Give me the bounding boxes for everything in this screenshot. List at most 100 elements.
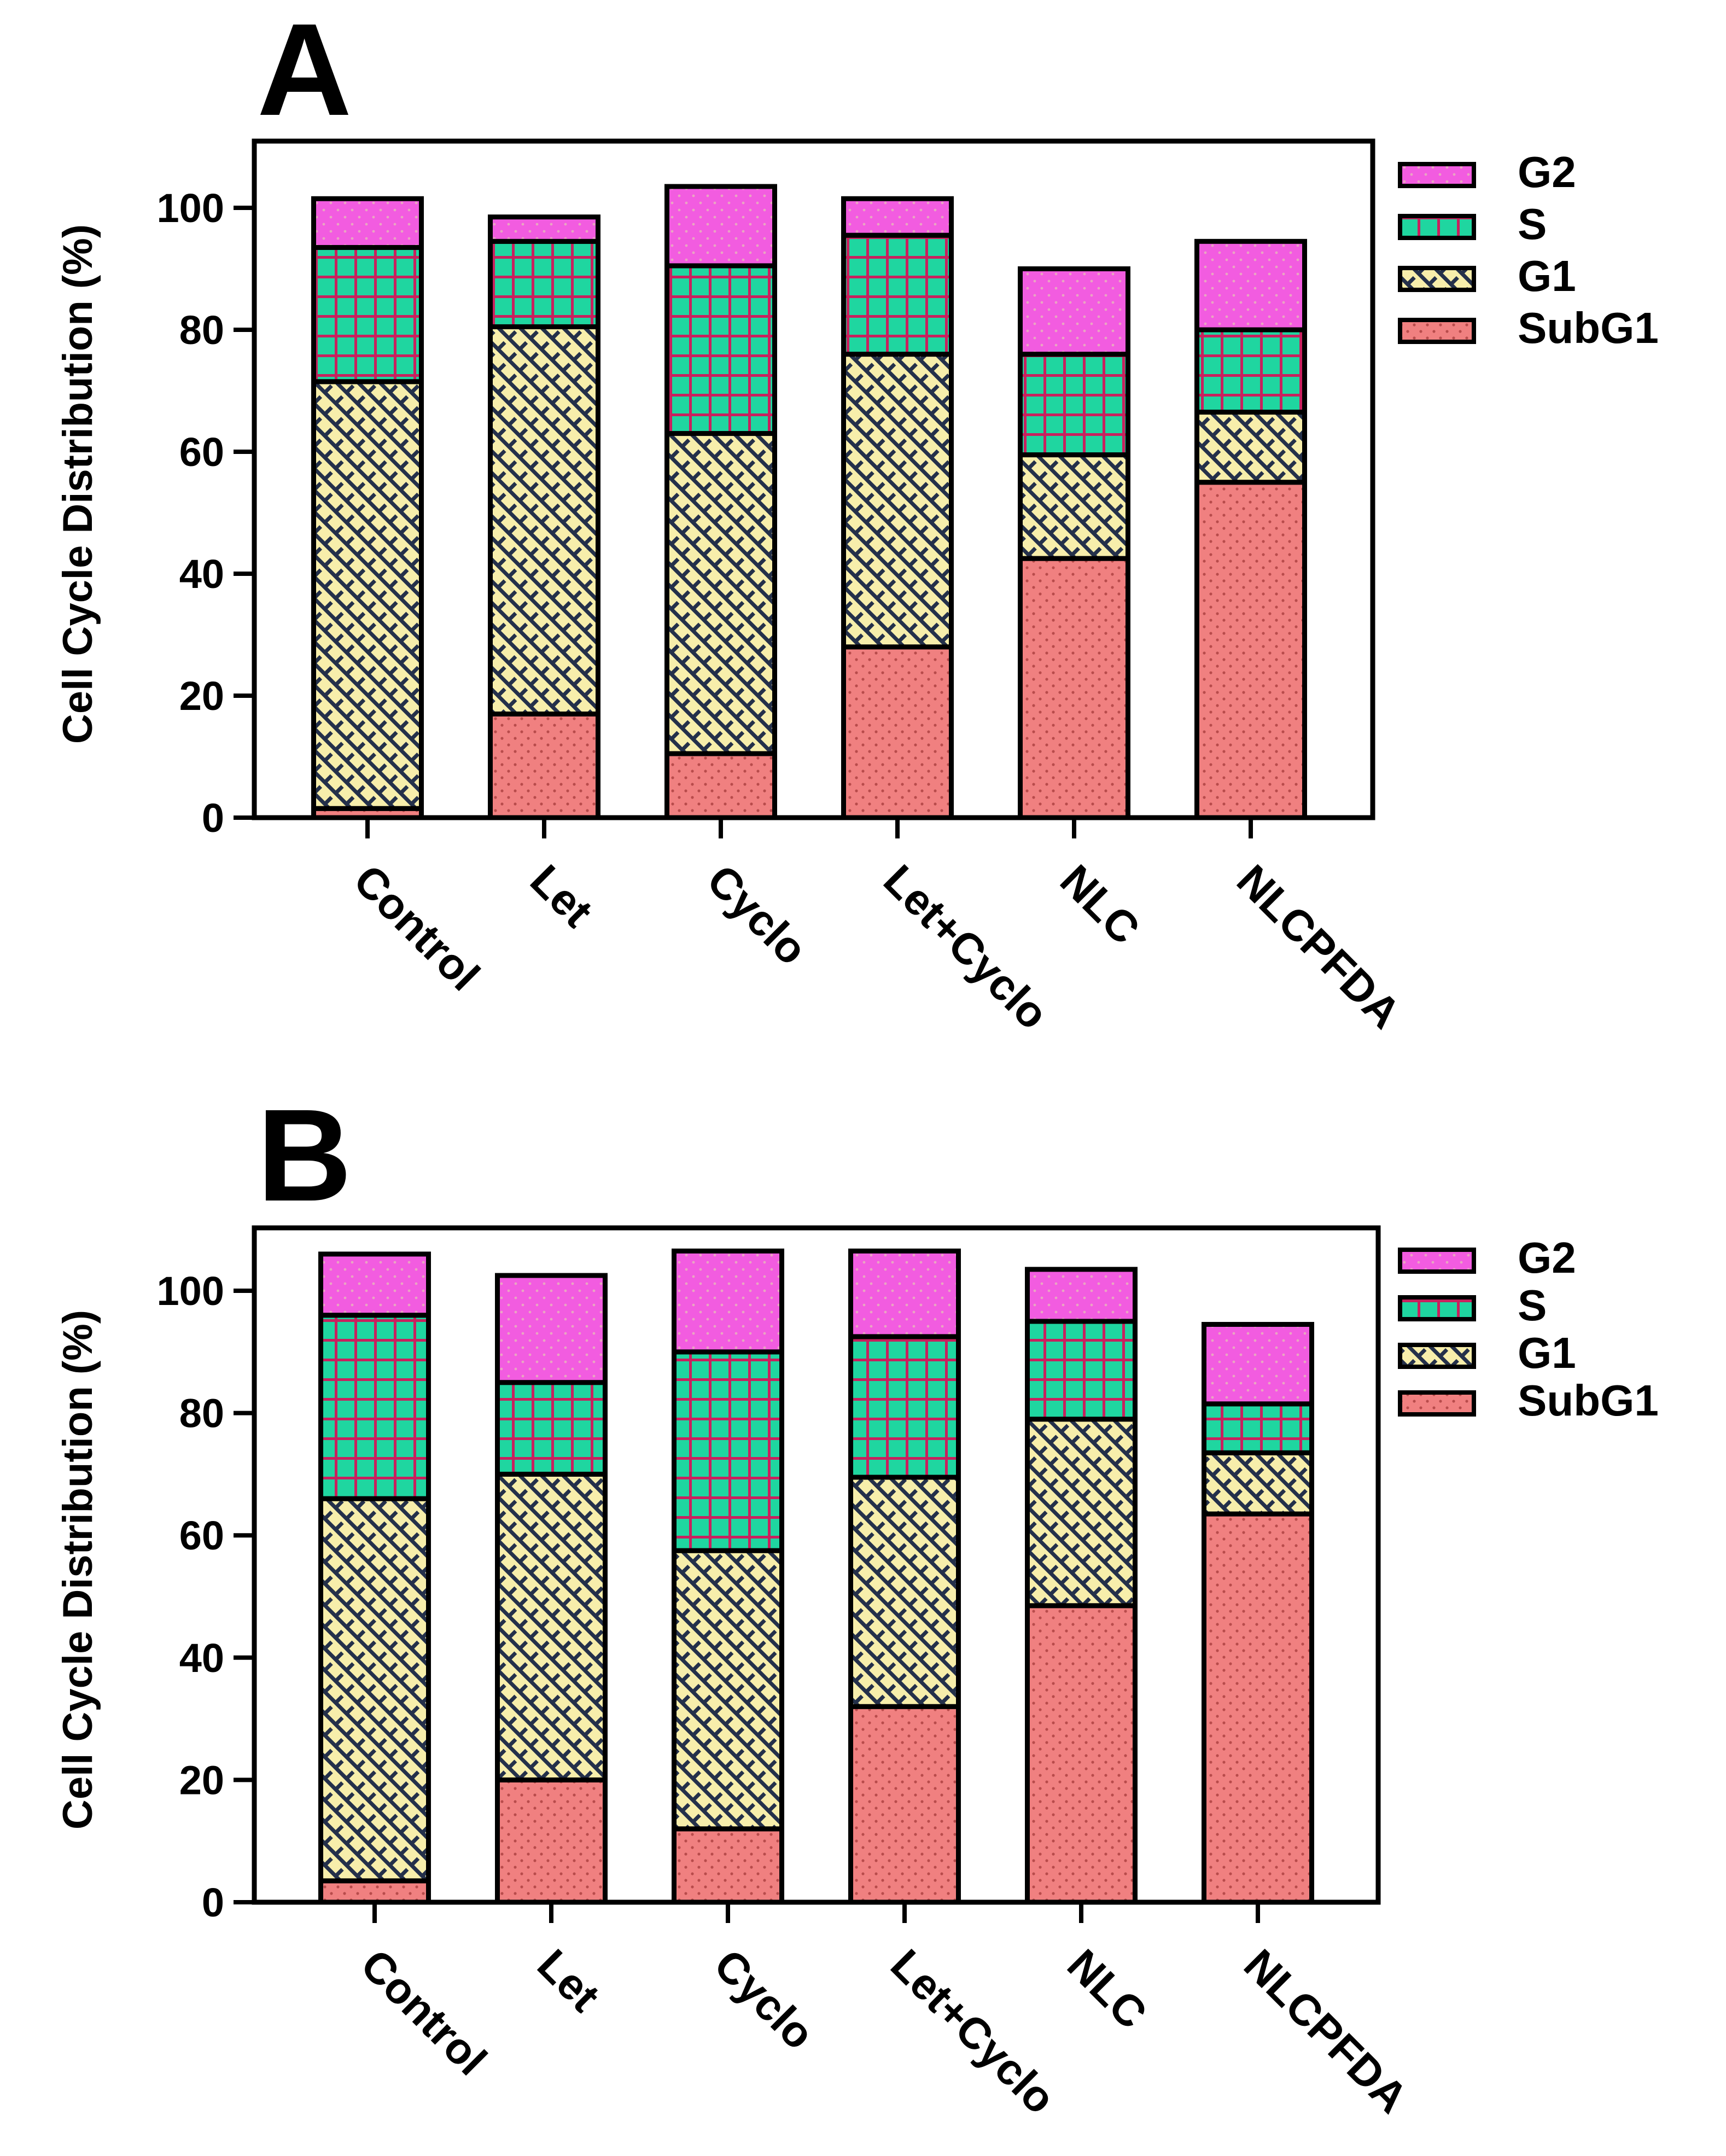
panel-b-bar-s [1202, 1401, 1314, 1455]
panel-a-bar-g2 [1194, 238, 1307, 333]
panel-a-bar-s [664, 263, 777, 436]
panel-b-y-axis-title: Cell Cycle Distribution (%) [55, 1310, 101, 1829]
panel-b-bar-g2 [1202, 1321, 1314, 1407]
panel-a-y-tick-label: 80 [179, 307, 224, 353]
panel-a-legend-swatch-subg1 [1398, 318, 1476, 344]
panel-b-bar-g1 [495, 1471, 608, 1782]
panel-b-y-tick-label: 0 [202, 1880, 224, 1925]
panel-a-plot-frame [252, 138, 1375, 820]
panel-b-category-label: NLCPFDA [1235, 1940, 1417, 2122]
panel-b-bar-subg1 [848, 1704, 961, 1905]
panel-b-legend-swatch-s [1398, 1295, 1476, 1321]
panel-a-bar-subg1 [488, 711, 600, 820]
panel-a-category-label: NLC [1051, 855, 1149, 953]
panel-a-bar-s [1018, 352, 1130, 458]
panel-a-legend-label-g2: G2 [1518, 148, 1576, 196]
panel-b: B Cell Cycle Distribution (%) 0 20 40 60 80 1… [55, 1082, 1659, 2123]
panel-a-y-tick-label: 20 [179, 673, 224, 719]
panel-a-bar-s [311, 244, 424, 384]
panel-b-plot-frame [252, 1225, 1381, 1905]
panel-b-legend-swatch-g1 [1398, 1343, 1476, 1369]
panel-a-legend-label-g1: G1 [1518, 252, 1576, 300]
panel-b-bar-g2 [672, 1248, 784, 1355]
panel-a-bar-g1 [488, 324, 600, 716]
panel-a-bar-subg1 [841, 644, 954, 820]
panel-a-legend-swatch-g1 [1398, 266, 1476, 292]
panel-b-bar-g2 [318, 1251, 431, 1318]
panel-b-bar-g1 [318, 1496, 431, 1884]
panel-a-bar-g2 [664, 184, 777, 269]
panel-a-bar-s [488, 238, 600, 329]
panel-b-bar-g1 [848, 1475, 961, 1709]
panel-b-legend-swatch-g2 [1398, 1248, 1476, 1274]
panel-a-y-tick-label: 40 [179, 551, 224, 597]
panel-b-legend-label-g2: G2 [1518, 1233, 1576, 1282]
panel-b-bar-g2 [495, 1273, 608, 1385]
panel-b-y-tick-label: 60 [179, 1513, 224, 1558]
panel-a-y-tick-label: 0 [202, 795, 224, 841]
panel-a-bar-subg1 [1194, 480, 1307, 820]
panel-b-y-tick-label: 40 [179, 1635, 224, 1681]
panel-a: A Cell Cycle Distribution (%) 0 20 40 60 80 1… [55, 0, 1659, 1039]
panel-a-legend-label-s: S [1518, 200, 1547, 248]
panel-a-y-tick-label: 100 [157, 185, 224, 231]
panel-b-bar-s [672, 1349, 784, 1553]
panel-a-bar-s [1194, 327, 1307, 415]
panel-b-y-tick-label: 20 [179, 1757, 224, 1803]
panel-a-legend-swatch-s [1398, 214, 1476, 240]
panel-a-bar-g2 [841, 196, 954, 238]
panel-b-letter: B [257, 1082, 352, 1228]
panel-b-legend-swatch-subg1 [1398, 1390, 1476, 1417]
panel-b-bar-subg1 [318, 1878, 431, 1905]
panel-b-bar-s [1025, 1319, 1138, 1422]
panel-a-legend-label-subg1: SubG1 [1518, 304, 1659, 352]
panel-a-bar-g1 [664, 431, 777, 756]
panel-a-y-axis-title: Cell Cycle Distribution (%) [55, 224, 101, 744]
panel-b-legend-label-subg1: SubG1 [1518, 1376, 1659, 1425]
panel-b-bar-subg1 [495, 1777, 608, 1905]
panel-a-bar-g2 [1018, 266, 1130, 357]
panel-a-bar-subg1 [1018, 556, 1130, 820]
panel-b-y-tick-label: 80 [179, 1391, 224, 1436]
panel-b-bar-s [848, 1334, 961, 1480]
panel-a-bar-g1 [1194, 410, 1307, 485]
panel-b-category-label: Let+Cyclo [882, 1940, 1065, 2123]
panel-b-bar-g2 [1025, 1267, 1138, 1324]
panel-b-y-tick-label: 100 [157, 1268, 224, 1314]
panel-b-bar-s [495, 1380, 608, 1477]
panel-b-bar-g1 [672, 1548, 784, 1832]
panel-a-category-label: Let [521, 855, 602, 936]
panel-a-letter: A [257, 0, 352, 143]
panel-b-bar-subg1 [1202, 1511, 1314, 1905]
panel-a-category-label: NLCPFDA [1228, 855, 1410, 1038]
panel-b-category-label: Let [528, 1940, 609, 2021]
panel-b-bar-subg1 [672, 1826, 784, 1905]
panel-b-category-label: Cyclo [705, 1940, 824, 2059]
panel-b-bar-s [318, 1313, 431, 1501]
panel-a-bar-s [841, 232, 954, 357]
panel-a-category-label: Cyclo [698, 855, 817, 974]
panel-b-legend-label-g1: G1 [1518, 1328, 1576, 1377]
panel-a-legend-swatch-g2 [1398, 162, 1476, 188]
panel-a-category-label: Let+Cyclo [874, 855, 1058, 1039]
panel-b-bar-g1 [1025, 1417, 1138, 1609]
panel-a-bar-subg1 [664, 751, 777, 820]
panel-a-y-tick-label: 60 [179, 429, 224, 475]
panel-b-legend-label-s: S [1518, 1281, 1547, 1330]
panel-b-category-label: NLC [1058, 1940, 1156, 2038]
panel-b-bar-subg1 [1025, 1603, 1138, 1905]
panel-b-bar-g2 [848, 1248, 961, 1339]
panel-a-bar-g2 [311, 196, 424, 250]
panel-b-bar-g1 [1202, 1450, 1314, 1517]
panel-a-bar-g1 [1018, 452, 1130, 561]
panel-a-bar-g2 [488, 214, 600, 244]
panel-a-category-label: Control [345, 855, 489, 1000]
panel-b-category-label: Control [352, 1940, 496, 2084]
panel-a-bar-g1 [841, 352, 954, 650]
panel-a-bar-g1 [311, 379, 424, 811]
